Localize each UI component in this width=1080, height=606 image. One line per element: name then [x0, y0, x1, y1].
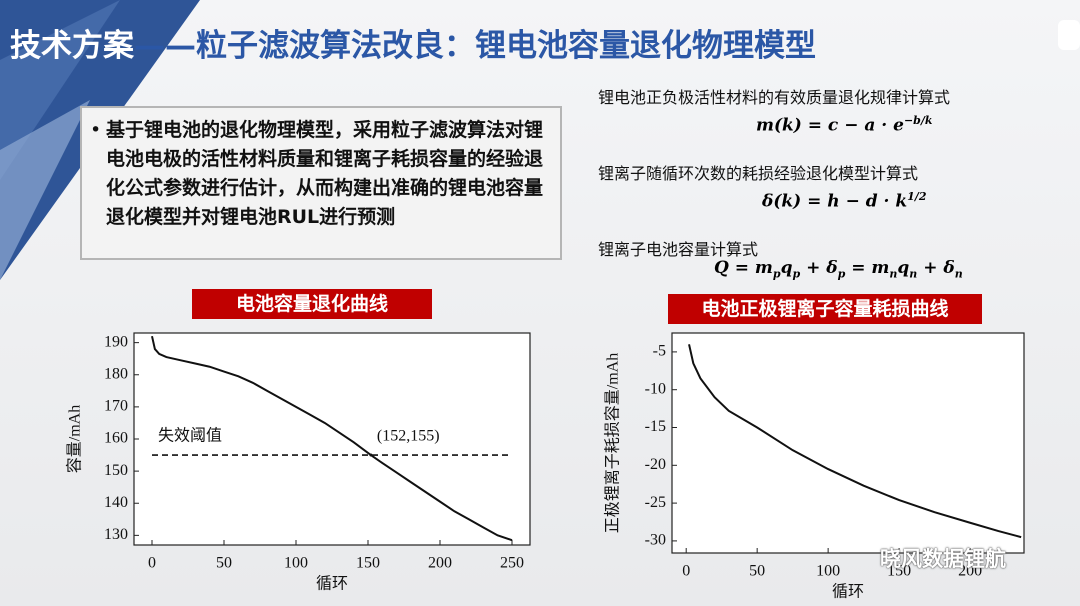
annotation-label: (152,155): [377, 428, 440, 445]
formula-part: −b/k: [903, 114, 933, 127]
formula-part: n: [889, 267, 898, 281]
y-tick-label: -20: [645, 456, 666, 473]
y-tick-label: -10: [645, 380, 666, 397]
formula-part: + δ: [917, 258, 955, 278]
x-tick-label: 100: [284, 555, 308, 572]
y-tick-label: 170: [104, 398, 128, 415]
formula-part: δ(k) = h − d · k: [762, 191, 908, 212]
x-tick-label: 0: [148, 555, 156, 572]
slide-title: 技术方案——粒子滤波算法改良：锂电池容量退化物理模型: [10, 20, 816, 65]
formula: δ(k) = h − d · k1/2: [762, 190, 926, 212]
y-tick-label: 160: [104, 430, 128, 447]
plot-area: [133, 332, 531, 546]
x-tick-label: 100: [816, 563, 840, 580]
x-axis-label: 循环: [316, 575, 348, 593]
formula-caption: 锂离子电池容量计算式: [598, 240, 759, 259]
x-tick-label: 250: [500, 555, 524, 572]
y-tick-label: 150: [104, 462, 128, 479]
formula-part: q: [897, 258, 910, 278]
threshold-label: 失效阈值: [158, 427, 222, 445]
x-axis-label: 循环: [832, 583, 864, 601]
title-prefix: 技术方案: [10, 28, 134, 64]
formula-part: n: [909, 267, 918, 281]
formula: m(k) = c − a · e−b/k: [756, 114, 933, 136]
annotation-point: [369, 453, 373, 457]
x-tick-label: 50: [216, 555, 232, 572]
y-tick-label: -25: [645, 494, 666, 511]
formula-part: q: [780, 258, 793, 278]
chart-title: 电池正极锂离子容量耗损曲线: [668, 294, 982, 324]
watermark: 晓风数据锂航: [880, 547, 1006, 571]
chart-title: 电池容量退化曲线: [192, 289, 432, 319]
formula-part: p: [792, 267, 801, 281]
x-tick-label: 50: [749, 563, 765, 580]
formula-caption: 锂电池正负极活性材料的有效质量退化规律计算式: [598, 88, 951, 107]
formula-part: + δ: [800, 258, 838, 278]
y-tick-label: 190: [104, 333, 128, 350]
x-tick-label: 150: [887, 563, 911, 580]
decor: [1058, 20, 1080, 50]
formula-part: = m: [845, 258, 890, 278]
formula-part: m(k) = c − a · e: [756, 115, 904, 136]
x-tick-label: 0: [682, 563, 690, 580]
x-tick-label: 200: [958, 563, 982, 580]
formula-part: 1/2: [907, 190, 927, 203]
y-axis-label: 正极锂离子耗损容量/mAh: [604, 353, 622, 533]
data-line: [151, 335, 513, 542]
y-tick-label: -15: [645, 418, 666, 435]
y-tick-label: 130: [104, 526, 128, 543]
title-main: ——粒子滤波算法改良：锂电池容量退化物理模型: [134, 28, 816, 64]
formula: Q = mpqp + δp = mnqn + δn: [714, 258, 963, 280]
formula-part: p: [772, 267, 781, 281]
decor: [0, 100, 90, 280]
x-tick-label: 150: [356, 555, 380, 572]
bullet: 基于锂电池的退化物理模型，采用粒子滤波算法对锂电池电极的活性材料质量和锂离子耗损…: [80, 106, 562, 260]
y-axis-label: 容量/mAh: [66, 405, 84, 473]
x-tick-label: 200: [428, 555, 452, 572]
y-tick-label: -30: [645, 532, 666, 549]
y-tick-label: 180: [104, 365, 128, 382]
y-tick-label: 140: [104, 494, 128, 511]
y-tick-label: -5: [653, 343, 666, 360]
formula-part: n: [954, 267, 963, 281]
formula-part: Q = m: [714, 258, 773, 278]
formula-part: p: [837, 267, 846, 281]
formula-caption: 锂离子随循环次数的耗损经验退化模型计算式: [598, 164, 919, 183]
plot-area: [671, 332, 1025, 554]
data-line: [688, 344, 1022, 539]
